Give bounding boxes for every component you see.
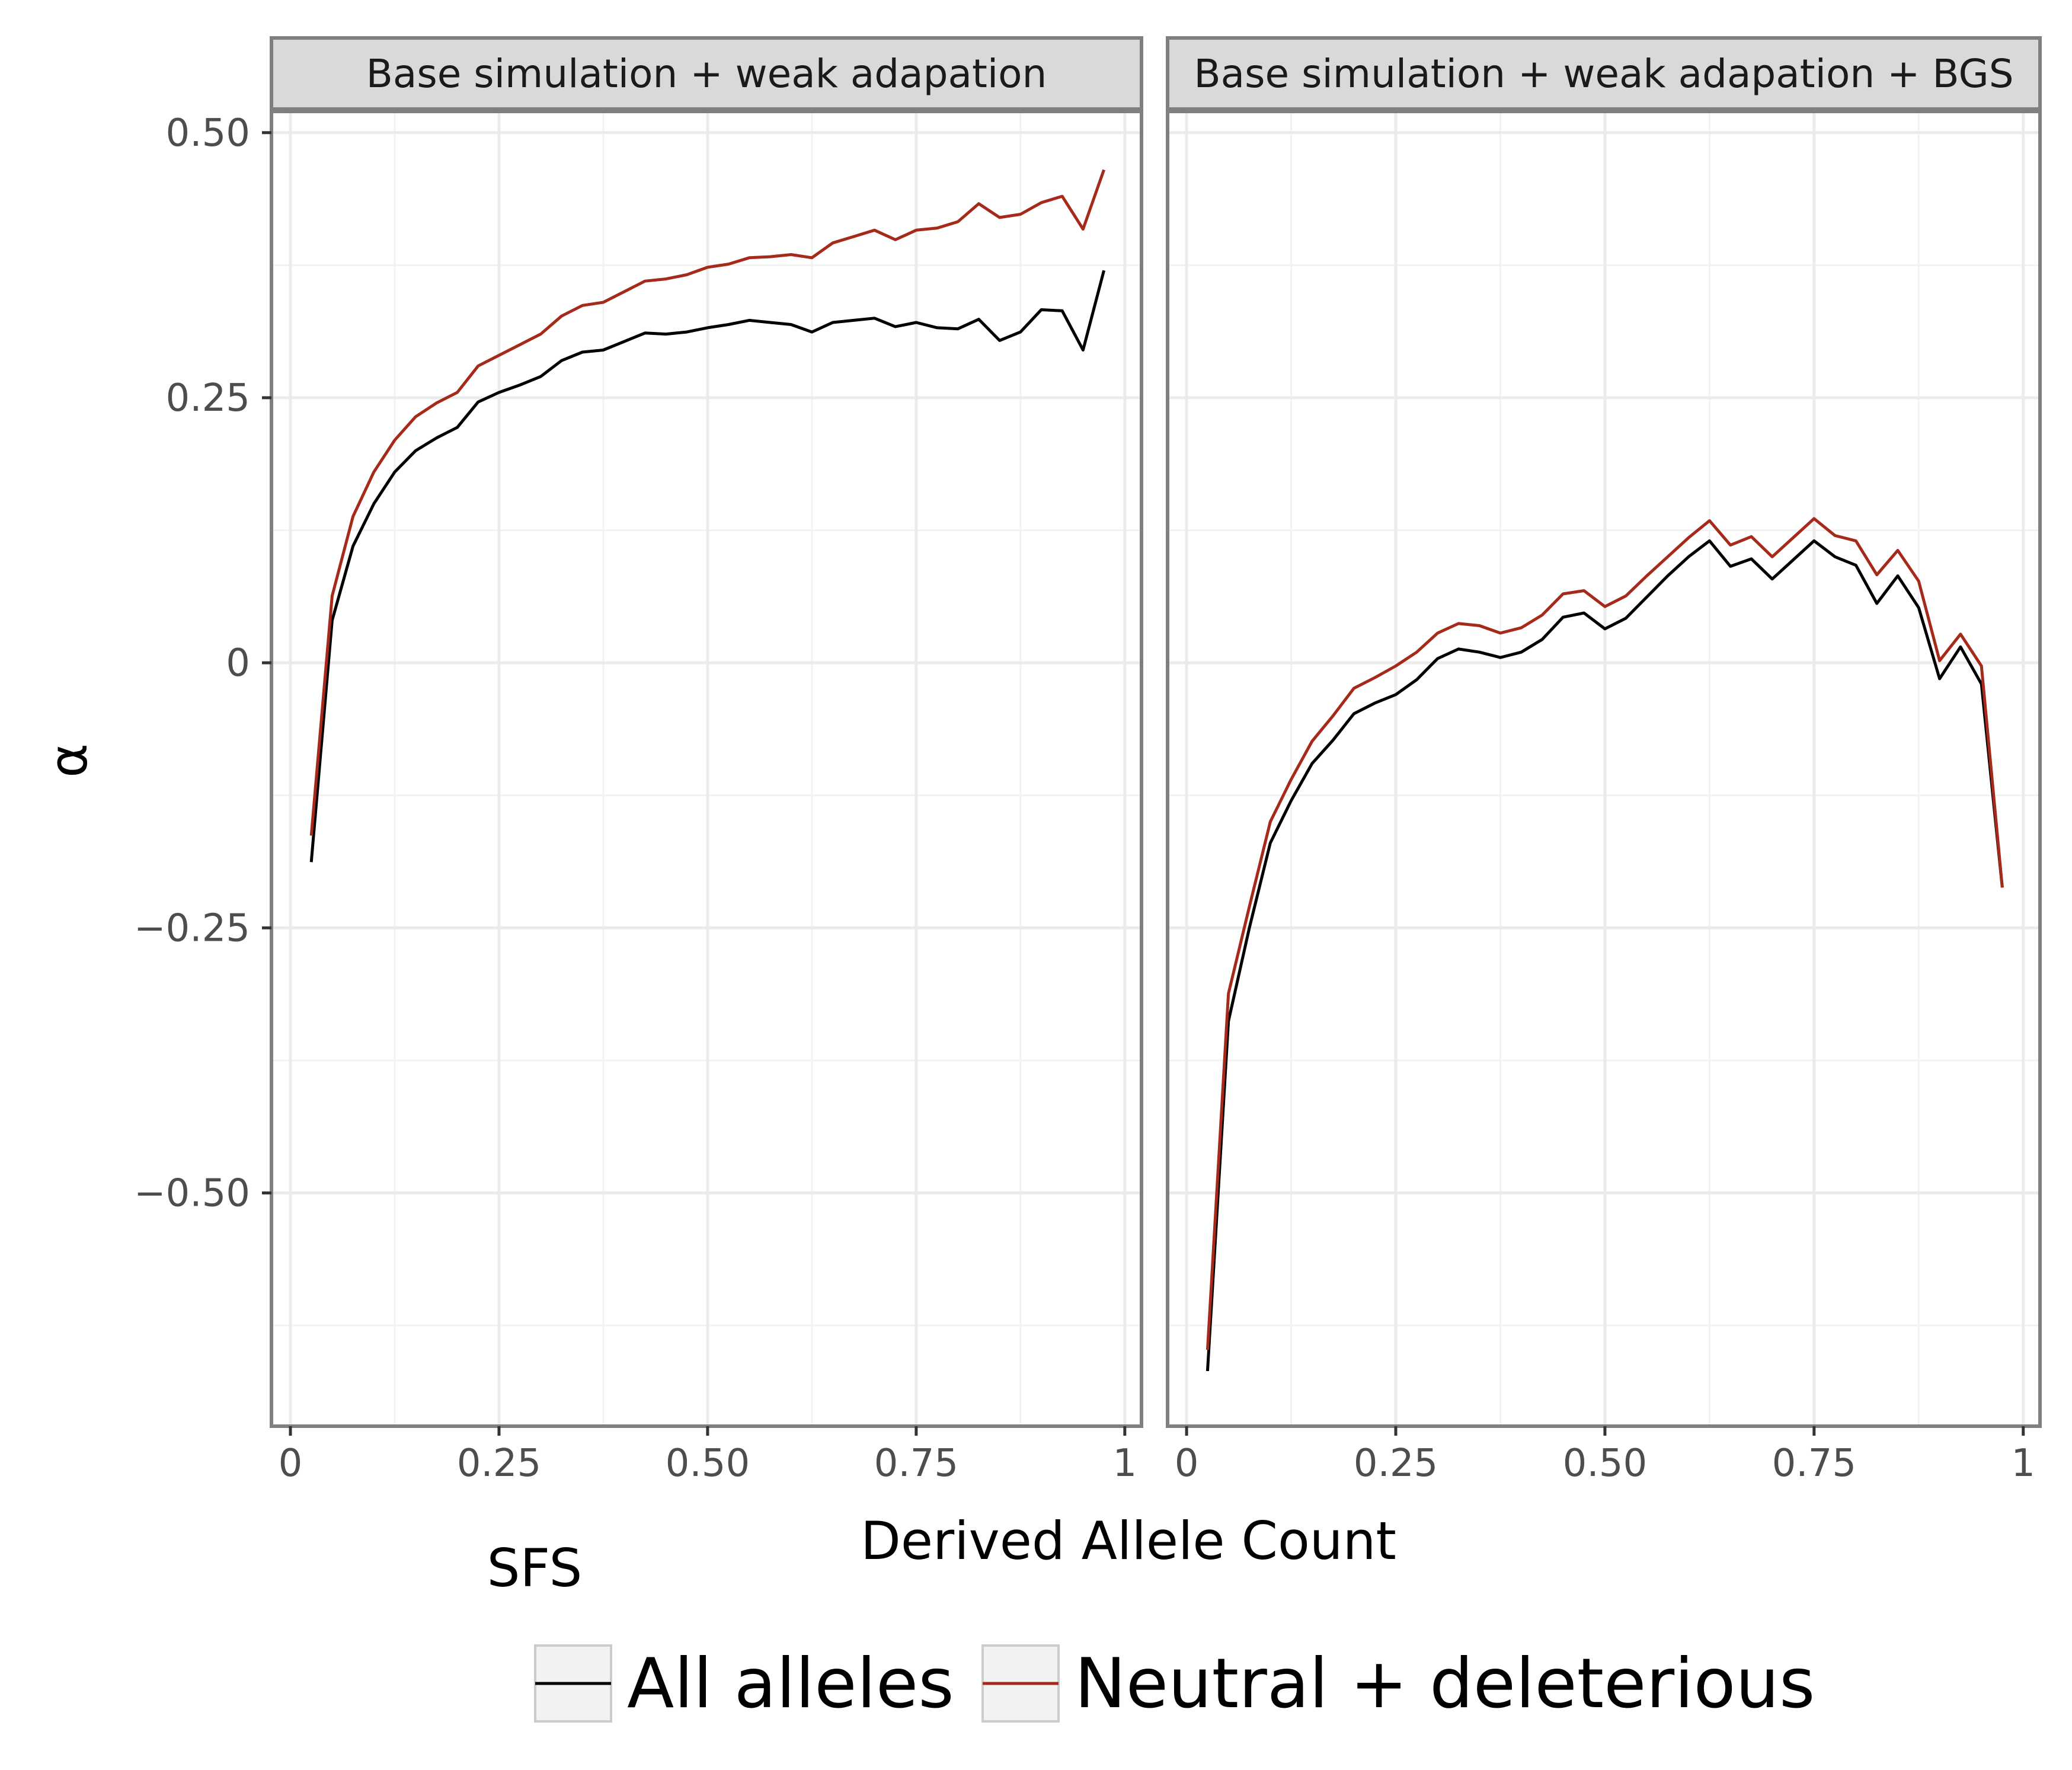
- facet-strip-title: Base simulation + weak adapation + BGS: [1194, 51, 2013, 97]
- y-tick-label: 0.50: [166, 111, 251, 155]
- legend: All alleles Neutral + deleterious: [534, 1644, 1815, 1724]
- series-line-all-alleles: [1206, 539, 2004, 1372]
- panel-1: Base simulation + weak adapation: [270, 36, 1143, 1428]
- x-tick-label: 0.50: [666, 1442, 750, 1485]
- sfs-label: SFS: [487, 1538, 583, 1599]
- y-tick-label: 0.25: [166, 376, 251, 420]
- x-tick-label: 0.75: [874, 1442, 959, 1485]
- series-line-all-alleles: [309, 270, 1106, 862]
- y-tick-label: −0.50: [134, 1171, 250, 1215]
- x-tick-label: 0: [279, 1442, 303, 1485]
- x-tick-label: 0.50: [1563, 1442, 1648, 1485]
- legend-label-neutral-deleterious: Neutral + deleterious: [1075, 1644, 1815, 1724]
- series-line-neutral-deleterious: [309, 169, 1105, 836]
- x-tick-label: 0.75: [1772, 1442, 1857, 1485]
- legend-item-all-alleles[interactable]: All alleles: [534, 1644, 954, 1724]
- x-tick-label: 1: [1112, 1442, 1137, 1485]
- x-tick-label: 0: [1175, 1442, 1199, 1485]
- x-tick-label: 1: [2011, 1442, 2035, 1485]
- legend-label-all-alleles: All alleles: [627, 1644, 954, 1724]
- x-axis-title: Derived Allele Count: [861, 1510, 1396, 1571]
- legend-item-neutral-deleterious[interactable]: Neutral + deleterious: [981, 1644, 1815, 1724]
- facet-strip: [270, 36, 1143, 111]
- y-tick-label: −0.25: [134, 906, 250, 950]
- panel-2: Base simulation + weak adapation + BGS: [1166, 36, 2042, 1428]
- x-tick-label: 0.25: [1354, 1442, 1438, 1485]
- facet-strip-title: Base simulation + weak adapation: [366, 51, 1047, 97]
- axis-layer: 0 0.25 0.50 0.75 1 0 0.25 0.50 0.75 1−0.50−0.2500…: [134, 111, 2035, 1485]
- panels-layer: Base simulation + weak adapation Base sim…: [270, 36, 2042, 1428]
- facet-strip: [1166, 36, 2042, 111]
- y-tick-label: 0: [226, 641, 250, 685]
- x-tick-label: 0.25: [457, 1442, 542, 1485]
- y-axis-title: α: [38, 743, 99, 778]
- series-line-neutral-deleterious: [1206, 517, 2004, 1350]
